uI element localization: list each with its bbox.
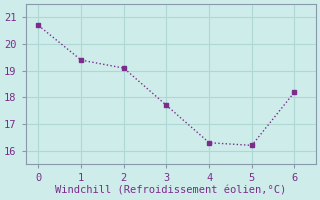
X-axis label: Windchill (Refroidissement éolien,°C): Windchill (Refroidissement éolien,°C) [55, 186, 286, 196]
